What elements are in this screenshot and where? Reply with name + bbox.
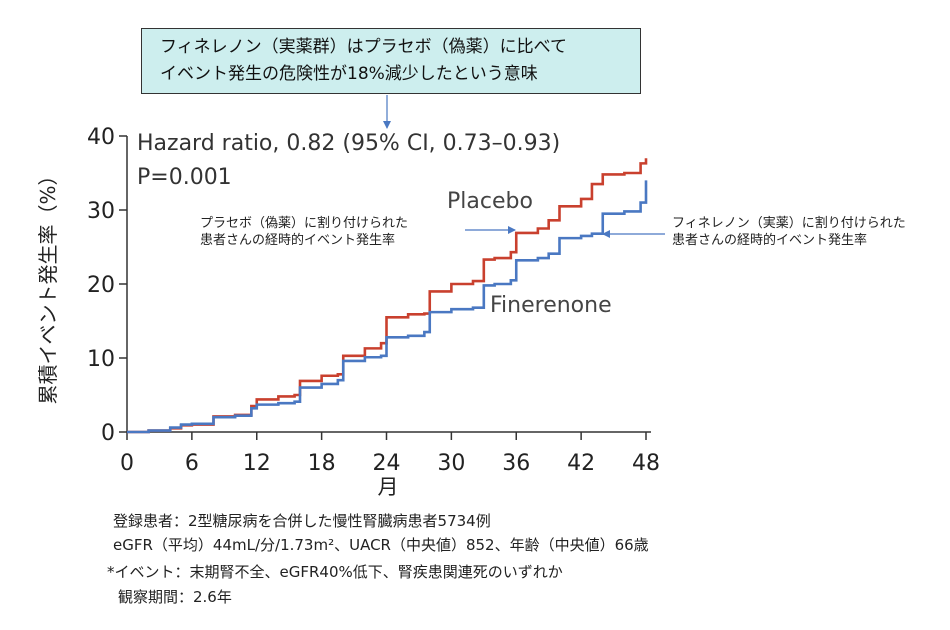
y-ticks: 0 10 20 30 40 [87, 125, 127, 446]
y-tick-label: 0 [101, 421, 115, 446]
placebo-annotation-line-1: プラセボ（偽薬）に割り付けられた [200, 216, 409, 231]
y-tick-label: 30 [87, 199, 115, 224]
x-tick-label: 0 [120, 451, 134, 476]
callout-line-2: イベント発生の危険性が18%減少したという意味 [160, 64, 538, 84]
footnote-baseline: eGFR（平均）44mL/分/1.73m²、UACR（中央値）852、年齢（中央… [113, 536, 649, 554]
finerenone-annotation-line-2: 患者さんの経時的イベント発生率 [672, 233, 868, 248]
series-line-finerenone [127, 180, 648, 434]
x-tick-label: 6 [185, 451, 199, 476]
x-tick-label: 48 [632, 451, 660, 476]
finerenone-annotation: フィネレノン（実薬）に割り付けられた 患者さんの経時的イベント発生率 [672, 215, 906, 249]
y-tick-label: 20 [87, 273, 115, 298]
x-tick-label: 18 [308, 451, 336, 476]
hazard-ratio-text: Hazard ratio, 0.82 (95% CI, 0.73–0.93) [137, 131, 560, 156]
x-ticks: 0 6 12 18 24 30 36 42 48 [120, 432, 660, 476]
y-tick-label: 40 [87, 125, 115, 150]
x-tick-label: 12 [243, 451, 271, 476]
placebo-annotation: プラセボ（偽薬）に割り付けられた 患者さんの経時的イベント発生率 [200, 215, 408, 249]
series-lines [127, 158, 648, 434]
footnote-patients: 登録患者：2型糖尿病を合併した慢性腎臓病患者5734例 [113, 512, 491, 530]
x-tick-label: 24 [373, 451, 401, 476]
footnote-event-definition: *イベント：末期腎不全、eGFR40%低下、腎疾患関連死のいずれか [107, 563, 563, 581]
kaplan-meier-plot: 0 10 20 30 40 0 6 12 18 24 30 36 42 48 Hazard ratio,… [36, 95, 665, 499]
x-tick-label: 42 [567, 451, 595, 476]
callout-line-1: フィネレノン（実薬群）はプラセボ（偽薬）に比べて [160, 37, 567, 57]
placebo-annotation-line-2: 患者さんの経時的イベント発生率 [200, 233, 396, 248]
footnote-follow-up: 観察期間：2.6年 [118, 588, 232, 606]
y-axis-label: 累積イベント発生率（%） [36, 165, 60, 404]
finerenone-annotation-line-1: フィネレノン（実薬）に割り付けられた [672, 216, 906, 231]
y-tick-label: 10 [87, 347, 115, 372]
p-value-text: P=0.001 [137, 165, 232, 190]
x-axis-label: 月 [378, 475, 399, 499]
x-tick-label: 36 [502, 451, 530, 476]
hazard-explanation-callout: フィネレノン（実薬群）はプラセボ（偽薬）に比べて イベント発生の危険性が18%減… [141, 28, 641, 94]
legend-label-finerenone: Finerenone [490, 293, 612, 318]
legend-label-placebo: Placebo [447, 189, 533, 214]
x-tick-label: 30 [437, 451, 465, 476]
